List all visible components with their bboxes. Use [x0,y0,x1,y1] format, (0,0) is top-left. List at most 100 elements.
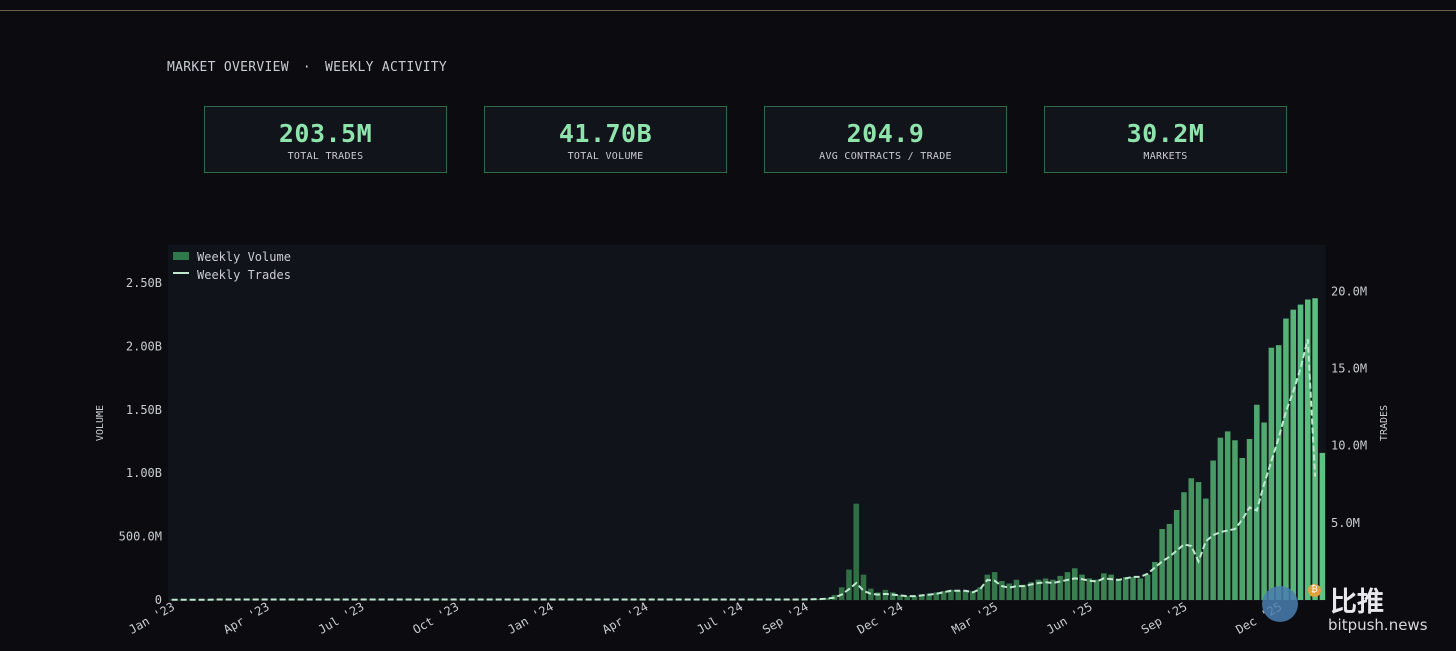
volume-bar [1254,404,1260,600]
legend-swatch-volume [173,252,189,260]
volume-bar [1042,578,1049,600]
volume-bar [365,599,372,601]
volume-bar [1210,460,1216,600]
volume-bar [1159,529,1165,600]
legend: Weekly Volume Weekly Trades [173,250,291,282]
volume-bar [598,599,605,601]
x-tick-label: Apr '24 [600,599,651,636]
y-axis-right: 5.0M 10.0M 15.0M 20.0M [1331,284,1367,530]
y-left-tick-label: 2.50B [126,276,162,290]
volume-bar [401,599,408,601]
top-rule [0,10,1456,11]
volume-bar [474,599,481,601]
y-right-tick-label: 20.0M [1331,284,1367,298]
stat-label: MARKETS [1143,151,1188,162]
x-tick-label: Oct '23 [410,599,461,636]
volume-bar [176,599,182,601]
volume-bar [707,599,714,601]
x-tick-label: Sep '24 [760,599,811,636]
volume-bar [882,589,889,600]
volume-bar [1319,452,1326,600]
x-tick-label: Apr '23 [221,599,272,636]
y-right-tick-label: 10.0M [1331,439,1367,453]
volume-bar [1108,574,1114,600]
volume-bar [1224,431,1231,601]
volume-bar [321,599,328,601]
volume-bar [824,598,830,600]
volume-bar [1195,482,1202,600]
volume-bar [1217,437,1224,600]
volume-bar [482,599,488,601]
x-tick-label: Mar '25 [949,599,1000,636]
x-tick-label: Jun '25 [1044,599,1095,636]
volume-bar [1203,498,1209,600]
volume-bar [248,599,255,601]
volume-bar [904,596,910,600]
volume-bar [591,599,597,601]
stat-label: AVG CONTRACTS / TRADE [819,151,952,162]
volume-bar [962,591,969,601]
volume-bar [1115,579,1122,600]
volume-bar [751,599,758,601]
x-tick-label: Jul '24 [694,599,745,636]
volume-bar [445,599,452,601]
volume-bar [1173,509,1180,600]
trades-line [171,338,1317,601]
y-left-tick-label: 1.50B [126,403,162,417]
volume-bar [911,596,918,600]
volume-bar [1071,568,1078,600]
stat-value: 203.5M [278,119,373,148]
plot-area [168,245,1326,601]
volume-bar [1064,572,1071,600]
volume-bar [940,591,947,601]
stat-label: TOTAL VOLUME [567,151,644,162]
volume-bar [853,503,860,600]
volume-bar [292,599,299,601]
volume-bar [518,599,524,601]
volume-bar [1152,561,1158,600]
volume-bar [875,592,881,600]
y-left-tick-label: 0 [155,593,162,607]
watermark-cn: 比推 [1330,587,1384,618]
volume-bar [1144,574,1151,600]
stat-value: 204.9 [846,119,925,148]
volume-bar [1261,422,1267,600]
x-axis: Jan '23 Apr '23 Jul '23 Oct '23 Jan '24 Apr '… [126,599,1284,636]
volume-bar [1297,304,1304,600]
volume-bar [1101,573,1107,601]
volume-bar [1283,318,1289,600]
legend-label-volume: Weekly Volume [197,250,291,264]
volume-bar [1079,574,1085,600]
x-tick-label: Jan '23 [126,599,177,636]
volume-bar [409,599,415,601]
y-right-tick-label: 5.0M [1331,516,1360,530]
volume-bar [1312,298,1318,600]
volume-bar [256,599,262,601]
volume-bar [1268,347,1275,600]
volume-bar [1275,345,1282,600]
volume-bar [1035,579,1042,600]
volume-bar [1188,478,1195,600]
x-tick-label: Jul '23 [316,599,367,636]
volume-bar [1290,309,1296,600]
volume-bar [897,594,903,600]
volume-bar [1093,579,1100,600]
bitcoin-icon: ₿ [1308,584,1321,597]
volume-bar [780,599,787,601]
bird-logo-icon [1262,586,1298,622]
volume-bar [919,594,925,600]
volume-bar [889,592,896,600]
stat-value: 30.2M [1126,119,1205,148]
volume-bar [787,599,794,601]
volume-bar [1239,458,1246,600]
volume-bar [1122,577,1129,600]
volume-bar [1057,575,1063,600]
volume-bar [955,591,961,601]
volume-bar [1137,578,1144,600]
volume-bar [168,599,175,601]
volume-bar [329,599,335,601]
stat-value: 41.70B [558,119,653,148]
y-right-tick-label: 15.0M [1331,362,1367,376]
volume-bar [1006,583,1012,600]
